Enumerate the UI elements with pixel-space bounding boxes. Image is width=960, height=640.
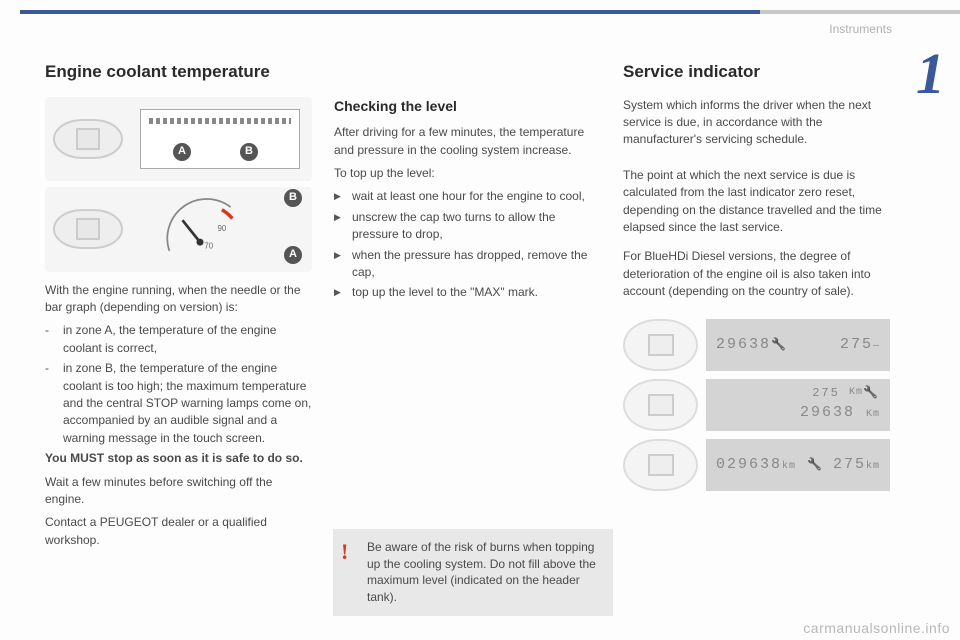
disp3-main-l: 029638 [716,456,782,473]
coolant-zones-list: in zone A, the temperature of the engine… [45,322,312,447]
cluster-icon [623,439,698,491]
service-p3: For BlueHDi Diesel versions, the degree … [623,248,890,300]
coolant-title: Engine coolant temperature [45,60,312,85]
label-b-icon: B [284,189,302,207]
display-screen: 275 Km 29638 Km [706,379,890,431]
service-title: Service indicator [623,60,890,85]
contact-text: Contact a PEUGEOT dealer or a qualified … [45,514,312,549]
disp3-main-r: 275 [833,456,866,473]
checking-steps: wait at least one hour for the engine to… [334,188,601,301]
step-1: wait at least one hour for the engine to… [352,188,585,205]
gauge-icon: 90 70 [155,194,245,264]
cluster-icon [623,319,698,371]
svg-text:90: 90 [218,224,227,233]
coolant-diagram-gauge: 90 70 A B [45,187,312,272]
cluster-icon [53,209,123,249]
checking-title: Checking the level [334,96,601,116]
disp2-unit-r: Km [866,409,880,420]
cluster-icon [53,119,123,159]
wrench-icon [807,456,824,473]
disp3-unit-r: km [866,461,880,472]
display-screen: 029638km 275km [706,439,890,491]
display-row-1: 29638 275— [623,319,890,371]
step-3: when the pressure has dropped, remove th… [352,247,601,282]
must-stop-text: You MUST stop as soon as it is safe to d… [45,451,303,465]
warning-text: Be aware of the risk of burns when toppi… [367,540,596,604]
col-coolant: Engine coolant temperature A B 90 70 [45,60,312,555]
disp3-unit-l: km [782,461,796,472]
disp2-upper: 275 [812,385,840,402]
zone-a-text: in zone A, the temperature of the engine… [63,322,312,357]
display-screen: 29638 275— [706,319,890,371]
service-p1: System which informs the driver when the… [623,97,890,149]
display-row-3: 029638km 275km [623,439,890,491]
chapter-number: 1 [916,45,945,103]
col-checking: Checking the level After driving for a f… [334,60,601,555]
checking-intro1: After driving for a few minutes, the tem… [334,124,601,159]
wait-text: Wait a few minutes before switching off … [45,474,312,509]
coolant-diagram-bar: A B [45,97,312,182]
disp2-main-l: 29638 [800,404,855,421]
zone-b-text: in zone B, the temperature of the engine… [63,360,312,447]
wrench-icon [771,336,788,353]
display-row-2: 275 Km 29638 Km [623,379,890,431]
header-bar [20,10,960,14]
content-columns: Engine coolant temperature A B 90 70 [45,60,890,555]
checking-intro2: To top up the level: [334,165,601,182]
step-4: top up the level to the "MAX" mark. [352,284,538,301]
col-service: Service indicator System which informs t… [623,60,890,555]
cluster-icon [623,379,698,431]
coolant-intro: With the engine running, when the needle… [45,282,312,317]
bar-scale [140,109,300,170]
disp1-main-r: 275 [840,336,873,353]
step-2: unscrew the cap two turns to allow the p… [352,209,601,244]
watermark: carmanualsonline.info [803,620,950,636]
service-p2: The point at which the next service is d… [623,167,890,237]
warning-box: ! Be aware of the risk of burns when top… [333,529,613,616]
wrench-icon [863,385,880,402]
svg-text:70: 70 [204,242,213,251]
label-a-icon: A [284,246,302,264]
coolant-diagrams: A B 90 70 A B [45,97,312,272]
disp2-upper-unit: Km [849,386,863,401]
warning-icon: ! [341,537,348,568]
section-label: Instruments [829,22,892,36]
disp1-main-l: 29638 [716,336,771,353]
service-displays: 29638 275— 275 Km 29638 Km [623,319,890,491]
